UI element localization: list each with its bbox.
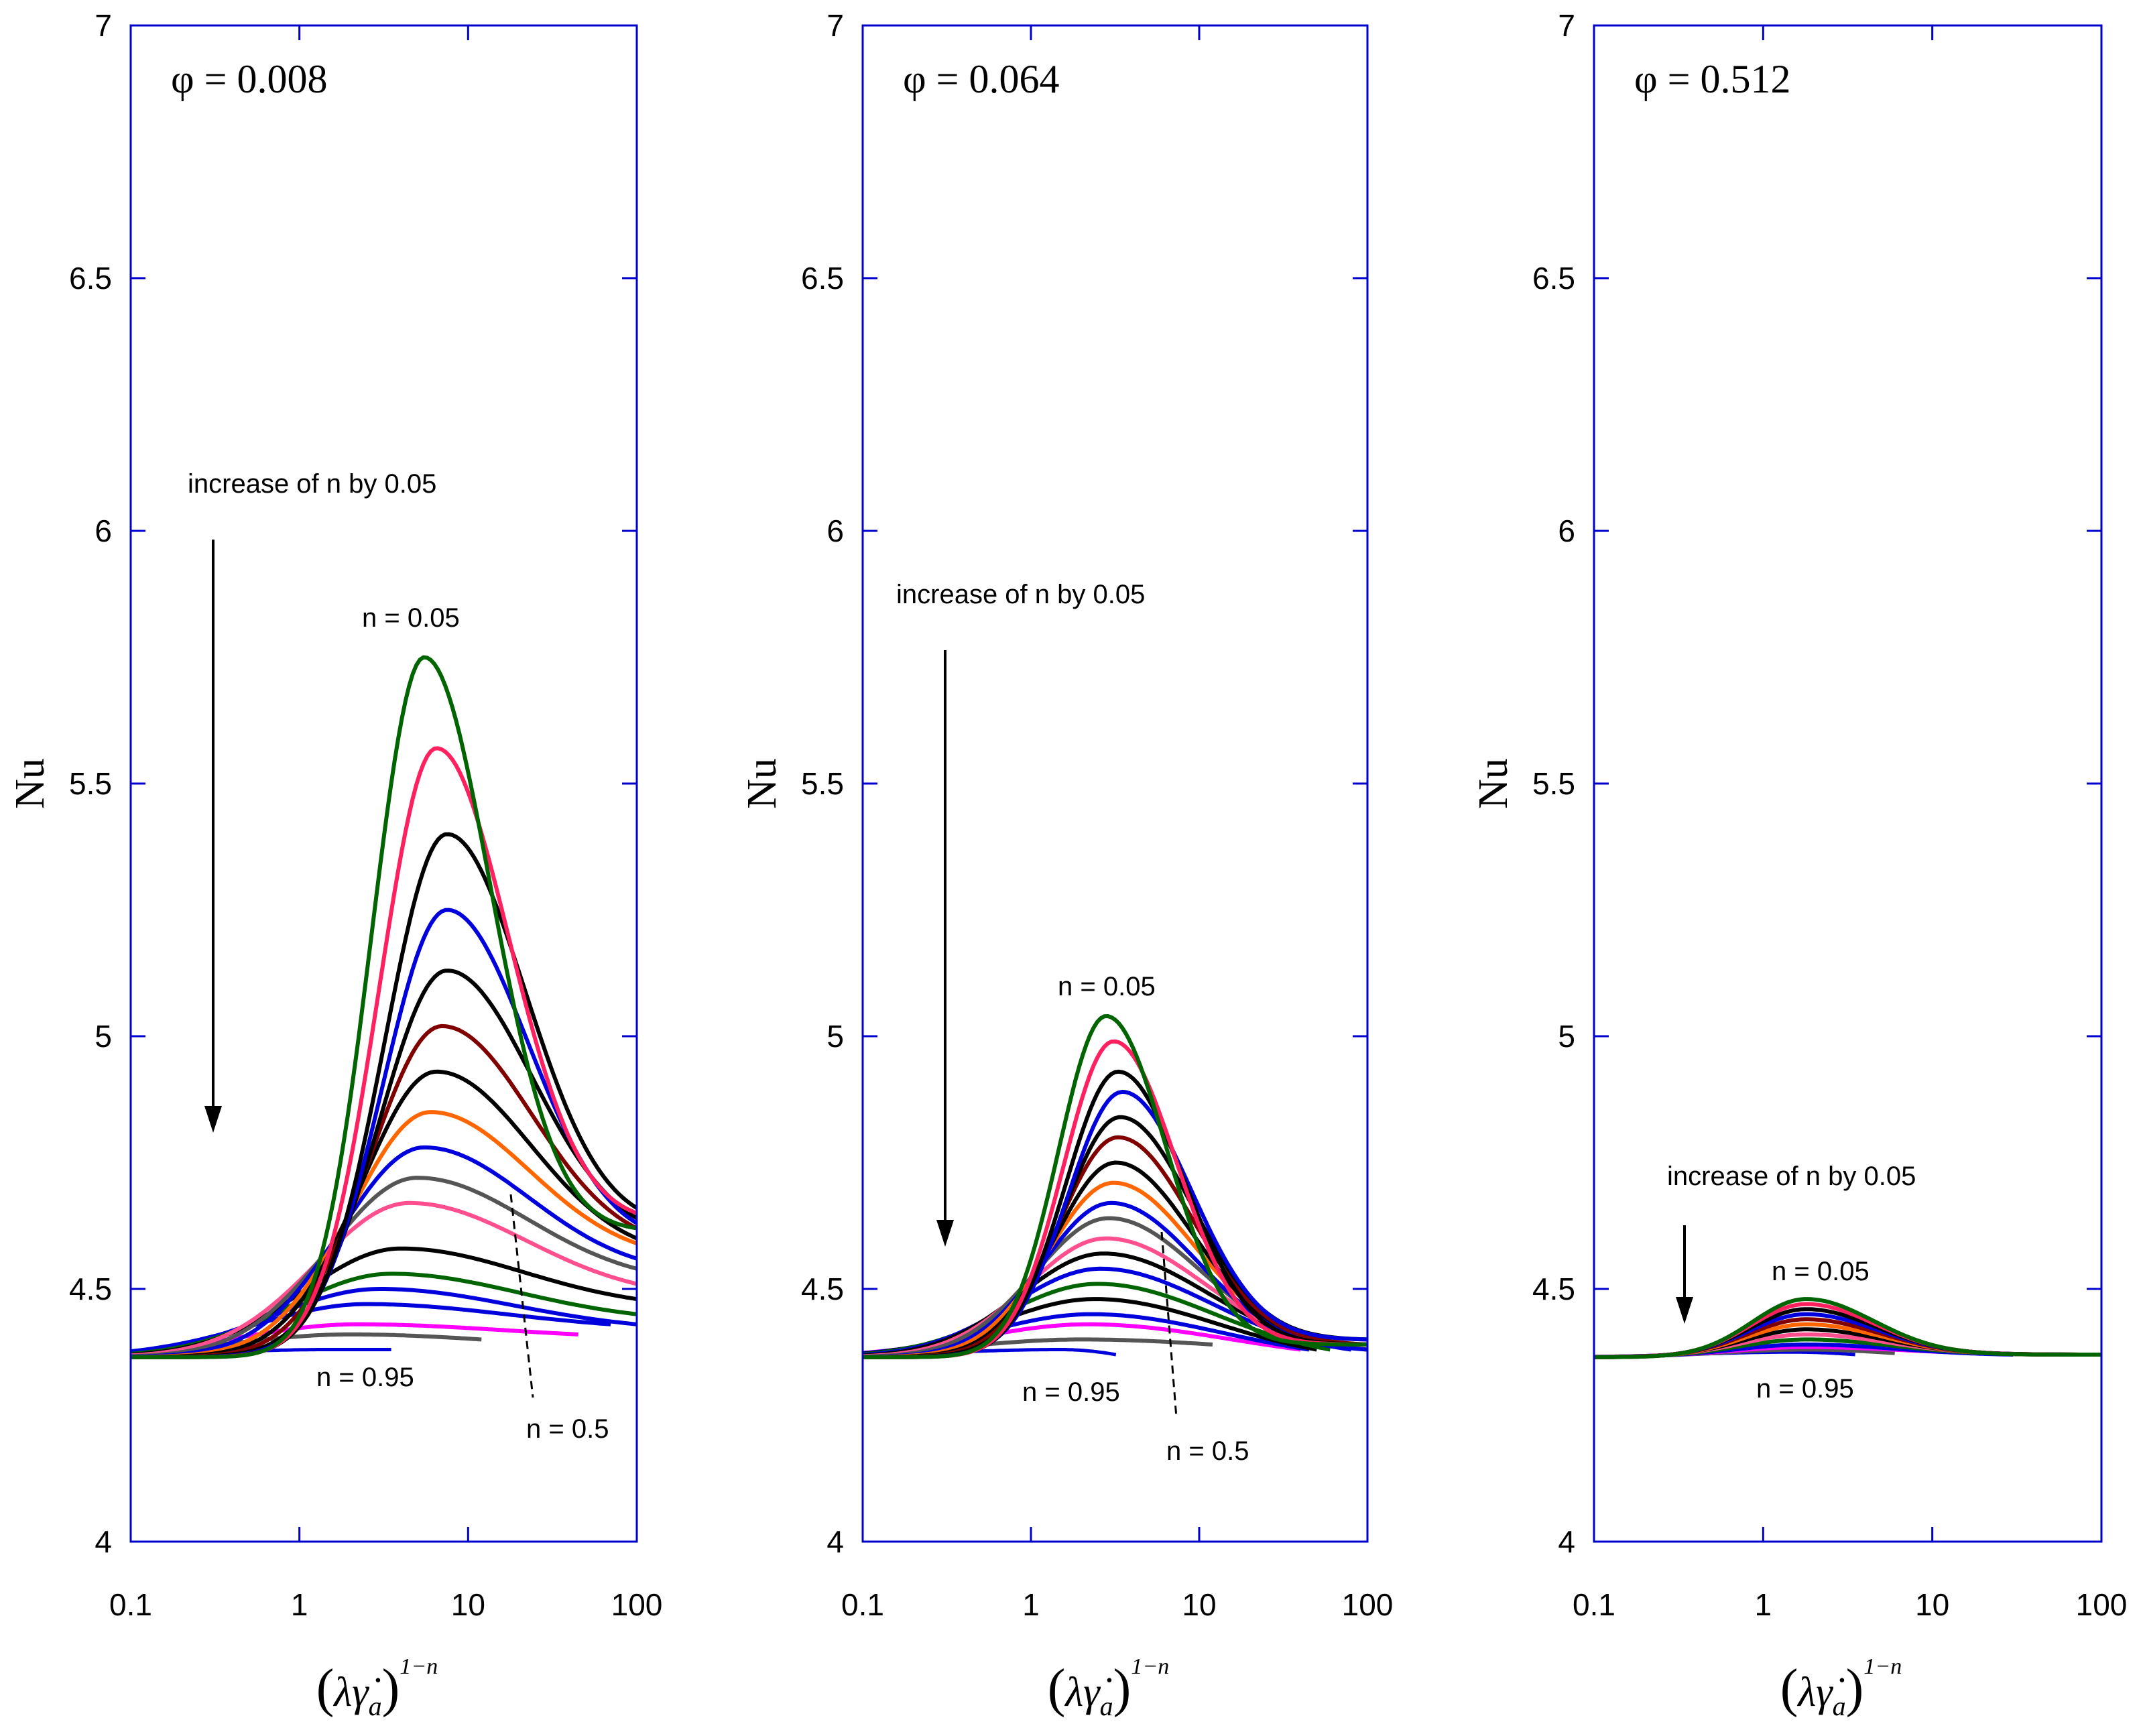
annotation-n-bottom: n = 0.95 <box>316 1363 414 1392</box>
y-axis-title: Nu <box>1471 758 1516 809</box>
series-line-10 <box>130 1176 637 1359</box>
annotation-n-top: n = 0.05 <box>362 603 460 633</box>
x-tick-label: 10 <box>1915 1587 1949 1622</box>
annotation-n-mid: n = 0.5 <box>1166 1436 1249 1466</box>
x-tick-label: 100 <box>2076 1587 2128 1622</box>
arrow-head <box>936 1220 954 1247</box>
panel-title: φ = 0.512 <box>1634 57 1790 101</box>
series-line-1 <box>1593 1297 2101 1359</box>
series-line-8 <box>131 1110 637 1359</box>
y-tick-label: 6.5 <box>1532 261 1575 296</box>
x-tick-label: 10 <box>1182 1587 1216 1622</box>
x-tick-label: 10 <box>451 1587 485 1622</box>
y-tick-label: 4.5 <box>69 1272 112 1306</box>
series-line-11 <box>130 1200 637 1358</box>
y-axis-title: Nu <box>7 758 53 809</box>
arrow-head <box>204 1106 222 1133</box>
series-line-1 <box>131 655 637 1359</box>
series-group <box>862 1014 1368 1359</box>
x-tick-label: 100 <box>611 1587 663 1622</box>
chart-panel-2: 0.1 1 10 100 4 4.5 5 5.5 6 6.5 7 Nu (λγ̇a)1−n φ = 0.0… <box>739 8 1393 1721</box>
y-tick-label: 5 <box>826 1019 844 1054</box>
y-tick-label: 6 <box>826 513 844 548</box>
x-tick-label: 1 <box>291 1587 308 1622</box>
arrow-head <box>1676 1297 1693 1324</box>
y-tick-label: 6.5 <box>801 261 844 296</box>
y-tick-label: 5.5 <box>1532 766 1575 801</box>
y-tick-label: 6 <box>95 513 112 548</box>
y-tick-label: 4 <box>95 1524 112 1559</box>
annotation-increase: increase of n by 0.05 <box>896 580 1145 609</box>
x-tick-label: 0.1 <box>841 1587 884 1622</box>
panels: 0.1 1 10 100 4 4.5 5 5.5 6 6.5 7 Nu (λγ̇a)1−n φ = 0.0… <box>7 8 2127 1721</box>
x-axis-title: (λγ̇a)1−n <box>1048 1654 1170 1721</box>
y-tick-label: 4.5 <box>1532 1272 1575 1306</box>
x-tick-label: 100 <box>1342 1587 1394 1622</box>
annotation-increase: increase of n by 0.05 <box>188 469 436 499</box>
annotation-n-mid: n = 0.5 <box>526 1414 609 1444</box>
y-tick-label: 7 <box>95 8 112 43</box>
annotation-dash-line <box>1160 1231 1178 1418</box>
y-tick-label: 6.5 <box>69 261 112 296</box>
x-tick-label: 1 <box>1022 1587 1040 1622</box>
y-tick-label: 5 <box>95 1019 112 1054</box>
series-group <box>1593 1297 2101 1359</box>
y-tick-label: 4.5 <box>801 1272 844 1306</box>
y-tick-label: 7 <box>1558 8 1575 43</box>
panel-title: φ = 0.008 <box>171 57 327 101</box>
y-axis-title: Nu <box>739 758 785 809</box>
y-tick-label: 4 <box>826 1524 844 1559</box>
annotation-n-top: n = 0.05 <box>1772 1257 1870 1286</box>
panel-title: φ = 0.064 <box>903 57 1059 101</box>
annotation-increase: increase of n by 0.05 <box>1667 1162 1916 1191</box>
x-tick-label: 1 <box>1755 1587 1772 1622</box>
series-line-9 <box>863 1200 1368 1359</box>
annotation-n-top: n = 0.05 <box>1058 972 1156 1001</box>
y-tick-label: 6 <box>1558 513 1575 548</box>
series-line-9 <box>130 1145 637 1359</box>
annotation-dash-line <box>509 1194 534 1398</box>
annotation-n-bottom: n = 0.95 <box>1756 1374 1854 1404</box>
series-group <box>130 655 638 1359</box>
y-tick-label: 5.5 <box>69 766 112 801</box>
x-tick-label: 0.1 <box>1573 1587 1615 1622</box>
x-tick-label: 0.1 <box>109 1587 152 1622</box>
series-line-1 <box>863 1014 1367 1359</box>
x-axis-title: (λγ̇a)1−n <box>316 1654 438 1721</box>
chart-panel-1: 0.1 1 10 100 4 4.5 5 5.5 6 6.5 7 Nu (λγ̇a)1−n φ = 0.0… <box>7 8 662 1721</box>
annotation-n-bottom: n = 0.95 <box>1022 1377 1120 1407</box>
y-tick-label: 5 <box>1558 1019 1575 1054</box>
y-tick-label: 7 <box>826 8 844 43</box>
y-tick-label: 4 <box>1558 1524 1575 1559</box>
y-tick-label: 5.5 <box>801 766 844 801</box>
